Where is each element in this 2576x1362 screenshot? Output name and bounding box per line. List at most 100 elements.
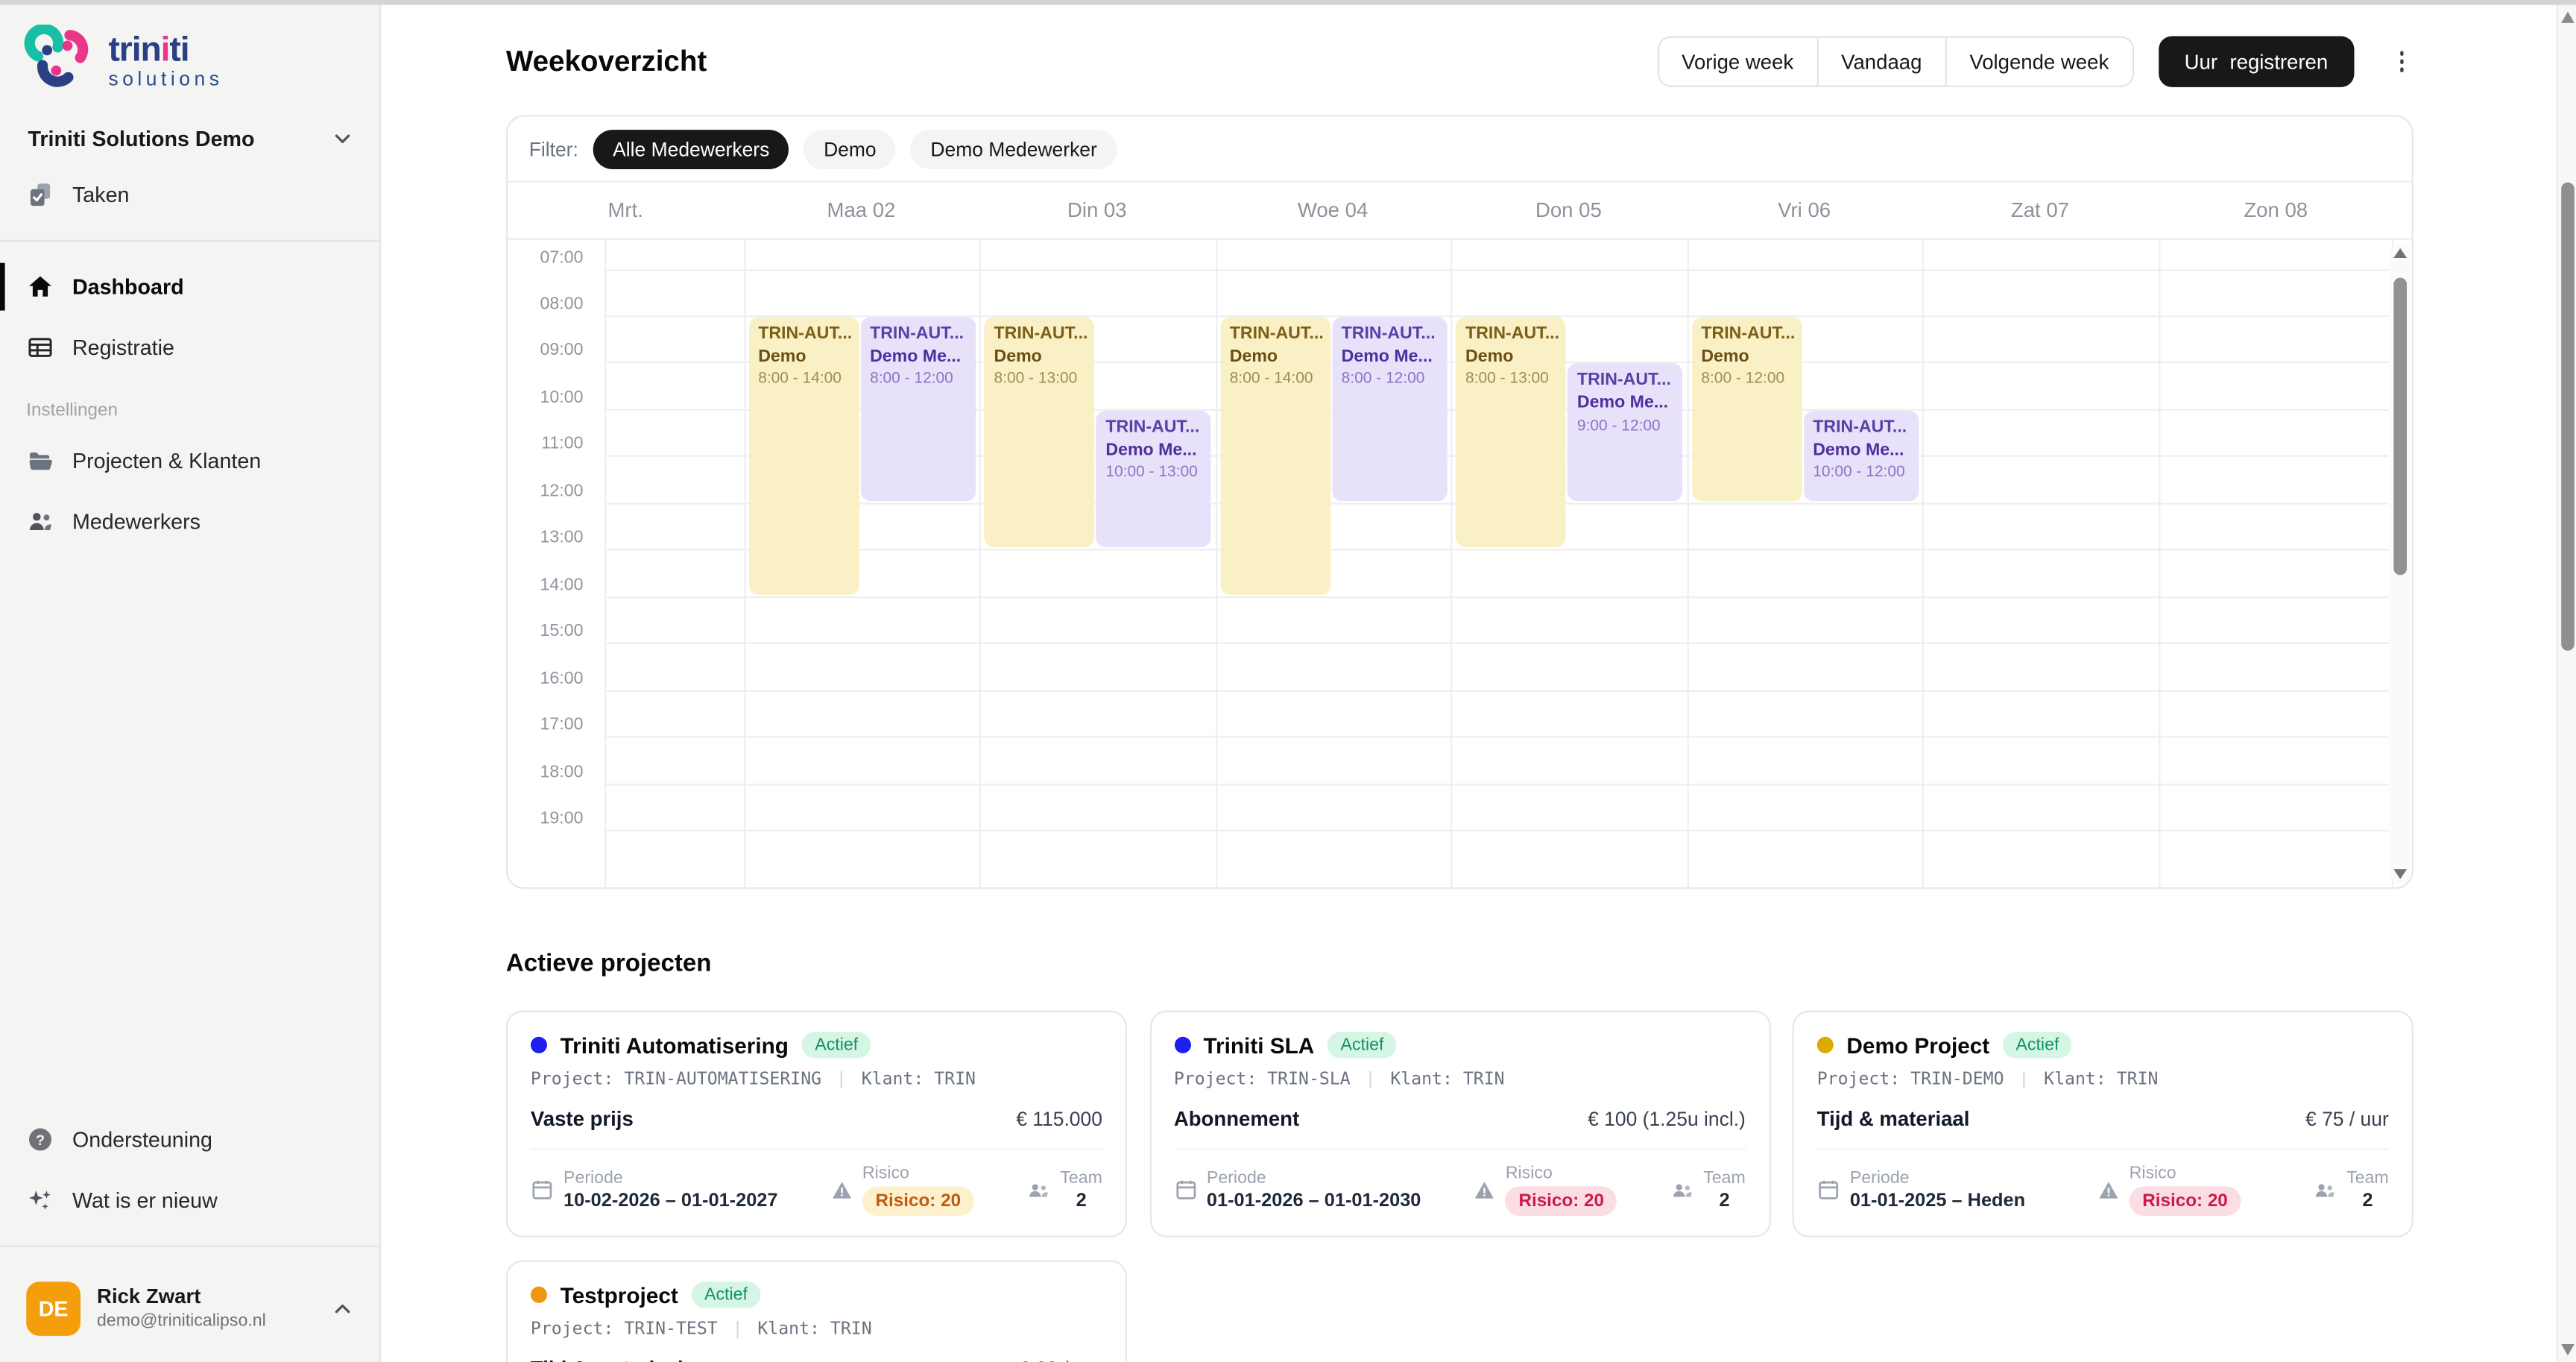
sidebar-item-label: Medewerkers xyxy=(72,509,201,535)
register-hours-button[interactable]: Uur registreren xyxy=(2158,36,2355,87)
page-scrollbar-thumb[interactable] xyxy=(2560,182,2574,651)
sidebar-item-label: Registratie xyxy=(72,335,174,360)
triniti-logo-icon xyxy=(24,25,89,87)
day-header: Maa 02 xyxy=(827,198,896,222)
risico-group: Risico Risico: 20 xyxy=(1474,1164,1617,1217)
calendar-scrollbar[interactable] xyxy=(2390,243,2411,884)
project-meta: Project: TRIN-DEMO | Klant: TRIN xyxy=(1816,1069,2159,1090)
filter-chip-alle-medewerkers[interactable]: Alle Medewerkers xyxy=(593,129,789,168)
sidebar-item-medewerkers[interactable]: Medewerkers xyxy=(0,494,379,549)
project-card-triniti-automatisering[interactable]: Triniti Automatisering Actief Project: T… xyxy=(505,1010,1128,1238)
time-label: 13:00 xyxy=(540,527,584,548)
more-options-icon[interactable] xyxy=(2390,51,2414,72)
filter-label: Filter: xyxy=(528,137,578,160)
filter-chip-demo-medewerker[interactable]: Demo Medewerker xyxy=(910,129,1117,168)
sidebar-item-label: Projecten & Klanten xyxy=(72,448,262,473)
time-label: 11:00 xyxy=(541,434,584,454)
sidebar-item-projecten-klanten[interactable]: Projecten & Klanten xyxy=(0,434,379,488)
calendar-event[interactable]: TRIN-AUT... Demo Me... 8:00 - 12:00 xyxy=(859,317,976,502)
calendar-event[interactable]: TRIN-AUT... Demo 8:00 - 13:00 xyxy=(984,317,1094,548)
sidebar-item-label: Ondersteuning xyxy=(72,1127,212,1153)
team-value: 2 xyxy=(1076,1191,1087,1211)
periode-group: Periode 10-02-2026 – 01-01-2027 xyxy=(531,1168,778,1211)
user-menu[interactable]: DE Rick Zwart demo@triniticalipso.nl xyxy=(0,1262,379,1362)
team-group: Team 2 xyxy=(1670,1168,1746,1211)
org-switcher[interactable]: Triniti Solutions Demo xyxy=(0,113,379,164)
day-header: Zon 08 xyxy=(2244,198,2308,222)
warning-icon xyxy=(832,1181,851,1198)
project-name: Testproject xyxy=(560,1282,678,1308)
scroll-down-icon[interactable] xyxy=(2393,868,2408,880)
sidebar-item-label: Wat is er nieuw xyxy=(72,1188,218,1213)
prev-week-button[interactable]: Vorige week xyxy=(1657,36,1819,87)
calendar-event[interactable]: TRIN-AUT... Demo Me... 10:00 - 12:00 xyxy=(1802,410,1919,502)
time-label: 14:00 xyxy=(540,574,584,595)
sidebar-item-label: Taken xyxy=(72,182,130,207)
divider xyxy=(0,239,380,242)
filter-row: Filter: Alle Medewerkers Demo Demo Medew… xyxy=(508,116,2412,183)
periode-value: 10-02-2026 – 01-01-2027 xyxy=(564,1191,778,1211)
user-meta: Rick Zwart demo@triniticalipso.nl xyxy=(97,1285,315,1332)
status-badge: Actief xyxy=(691,1281,761,1308)
risico-group: Risico Risico: 20 xyxy=(2098,1164,2241,1217)
project-color-dot xyxy=(1173,1036,1190,1053)
sidebar-item-ondersteuning[interactable]: ? Ondersteuning xyxy=(0,1112,379,1167)
calendar-event[interactable]: TRIN-AUT... Demo 8:00 - 13:00 xyxy=(1455,317,1566,548)
status-badge: Actief xyxy=(801,1032,871,1059)
team-icon xyxy=(2316,1183,2335,1197)
header-actions: Vorige week Vandaag Volgende week Uur re… xyxy=(1657,36,2414,87)
day-header: Zat 07 xyxy=(2010,198,2069,222)
chevron-up-icon xyxy=(335,1304,350,1314)
folder-icon xyxy=(26,447,54,475)
today-button[interactable]: Vandaag xyxy=(1818,36,1947,87)
calendar-event[interactable]: TRIN-AUT... Demo 8:00 - 14:00 xyxy=(748,317,859,595)
project-color-dot xyxy=(530,1036,547,1053)
team-label: Team xyxy=(2346,1168,2389,1188)
org-name: Triniti Solutions Demo xyxy=(28,126,255,151)
calendar-event[interactable]: TRIN-AUT... Demo Me... 8:00 - 12:00 xyxy=(1331,317,1447,502)
periode-group: Periode 01-01-2025 – Heden xyxy=(1817,1168,2025,1211)
calendar-event[interactable]: TRIN-AUT... Demo Me... 10:00 - 13:00 xyxy=(1096,410,1211,548)
warning-icon xyxy=(1475,1181,1494,1198)
time-label: 19:00 xyxy=(540,808,584,828)
risico-label: Risico xyxy=(2129,1163,2176,1183)
calendar-event[interactable]: TRIN-AUT... Demo Me... 9:00 - 12:00 xyxy=(1567,363,1682,501)
calendar-icon xyxy=(1819,1180,1839,1199)
periode-label: Periode xyxy=(1849,1168,1910,1188)
project-card-testproject[interactable]: Testproject Actief Project: TRIN-TEST | Kl… xyxy=(505,1260,1128,1362)
project-name: Triniti Automatisering xyxy=(560,1032,789,1058)
periode-label: Periode xyxy=(564,1168,623,1188)
time-label: 10:00 xyxy=(540,387,584,408)
calendar-grid: 07:00 08:00 09:00 10:00 11:00 12:00 13:0… xyxy=(508,239,2412,888)
sidebar-item-registratie[interactable]: Registratie xyxy=(0,321,379,375)
filter-chip-demo[interactable]: Demo xyxy=(804,129,897,168)
team-group: Team 2 xyxy=(1027,1168,1102,1211)
page-header: Weekoverzicht Vorige week Vandaag Volgen… xyxy=(506,36,2414,87)
project-meta: Project: TRIN-SLA | Klant: TRIN xyxy=(1173,1069,1505,1090)
time-label: 15:00 xyxy=(540,621,584,641)
scroll-down-icon[interactable] xyxy=(2560,1343,2574,1356)
calendar-icon xyxy=(532,1180,552,1199)
calendar-event[interactable]: TRIN-AUT... Demo 8:00 - 14:00 xyxy=(1219,317,1330,595)
calendar-event[interactable]: TRIN-AUT... Demo 8:00 - 12:00 xyxy=(1691,317,1802,502)
day-header-row: Mrt. Maa 02 Din 03 Woe 04 Don 05 Vri 06 … xyxy=(508,183,2412,240)
sparkles-icon xyxy=(26,1186,54,1214)
scroll-up-icon[interactable] xyxy=(2560,11,2574,23)
scroll-up-icon[interactable] xyxy=(2393,248,2408,259)
page-scrollbar[interactable] xyxy=(2556,4,2576,1362)
project-color-dot xyxy=(1816,1036,1834,1053)
sidebar-item-dashboard[interactable]: Dashboard xyxy=(0,259,379,314)
calendar-scrollbar-thumb[interactable] xyxy=(2393,277,2408,576)
projects-heading: Actieve projecten xyxy=(505,949,712,978)
people-icon xyxy=(26,508,54,535)
project-card-demo-project[interactable]: Demo Project Actief Project: TRIN-DEMO | K… xyxy=(1792,1010,2414,1238)
help-icon: ? xyxy=(26,1126,54,1153)
chevron-down-icon xyxy=(335,134,350,143)
divider xyxy=(0,1245,380,1247)
sidebar-item-wat-is-er-nieuw[interactable]: Wat is er nieuw xyxy=(0,1173,379,1228)
project-card-triniti-sla[interactable]: Triniti SLA Actief Project: TRIN-SLA | Kla… xyxy=(1149,1010,1770,1238)
next-week-button[interactable]: Volgende week xyxy=(1946,36,2134,87)
time-label: 08:00 xyxy=(540,294,584,314)
team-label: Team xyxy=(1703,1168,1746,1188)
sidebar-item-taken[interactable]: Taken xyxy=(0,168,379,222)
